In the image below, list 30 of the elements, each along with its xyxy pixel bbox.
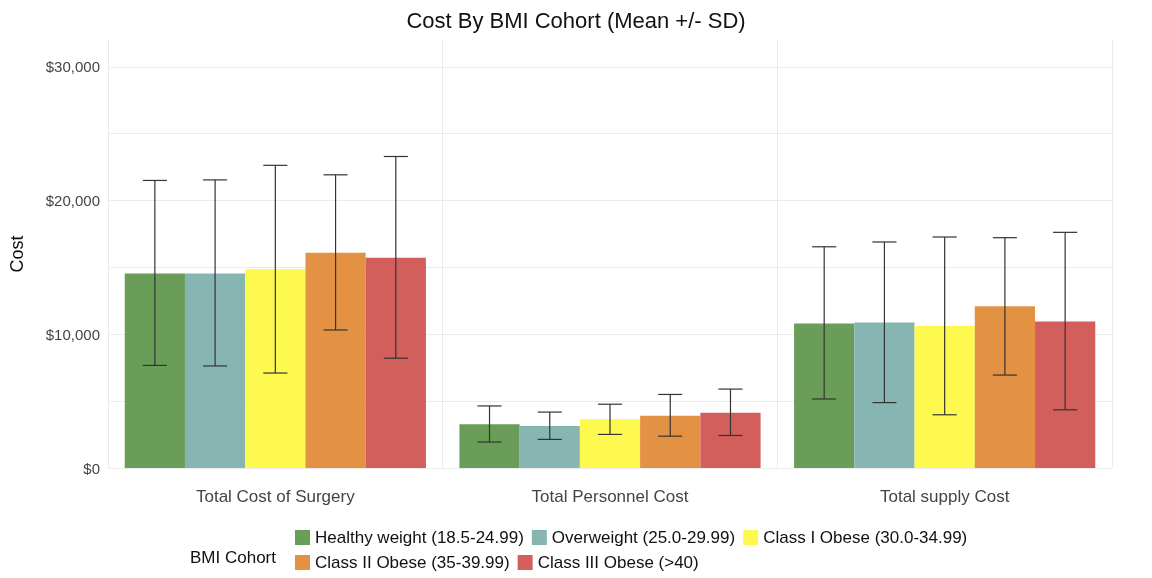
y-tick-label: $10,000 xyxy=(45,325,100,343)
legend-title: BMI Cohort xyxy=(190,548,277,567)
x-tick-label: Total supply Cost xyxy=(879,487,1010,506)
bar xyxy=(519,426,580,468)
legend-label: Healthy weight (18.5-24.99) xyxy=(315,528,524,547)
legend-label: Overweight (25.0-29.99) xyxy=(551,528,736,547)
y-axis-title: Cost xyxy=(7,235,27,273)
bar xyxy=(459,424,520,468)
legend-label: Class I Obese (30.0-34.99) xyxy=(763,528,968,547)
chart-title: Cost By BMI Cohort (Mean +/- SD) xyxy=(406,7,746,33)
bar xyxy=(305,252,366,468)
x-tick-label: Total Cost of Surgery xyxy=(195,487,356,506)
bar xyxy=(365,257,426,468)
bar xyxy=(1035,321,1096,468)
x-tick-label: Total Personnel Cost xyxy=(531,487,689,506)
bar xyxy=(700,412,761,468)
legend-label: Class III Obese (>40) xyxy=(537,553,699,572)
bar xyxy=(640,415,701,468)
bar xyxy=(914,326,975,468)
y-tick-label: $0 xyxy=(83,459,100,477)
y-tick-label: $20,000 xyxy=(45,192,100,209)
y-tick-label: $30,000 xyxy=(45,58,100,76)
bar xyxy=(854,322,915,468)
bar xyxy=(579,419,641,468)
legend-label: Class II Obese (35-39.99) xyxy=(315,553,510,572)
bar xyxy=(124,273,185,468)
bar xyxy=(794,323,855,468)
bar xyxy=(974,306,1036,468)
bar xyxy=(245,269,306,468)
bar xyxy=(184,273,246,468)
